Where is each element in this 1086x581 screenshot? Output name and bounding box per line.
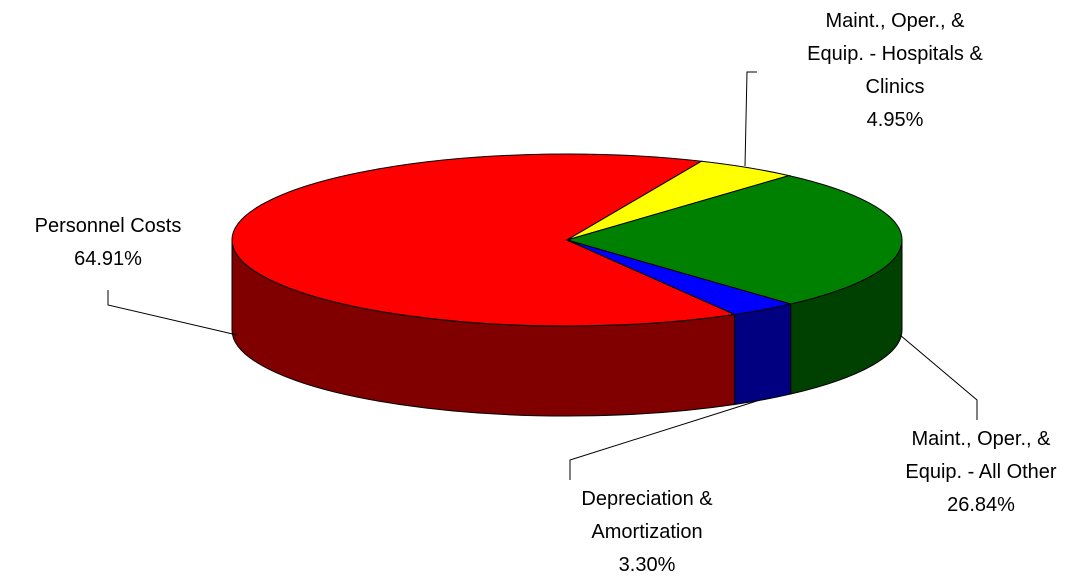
slice-side <box>734 303 792 406</box>
category-label: Maint., Oper., & Equip. - All Other <box>905 428 1057 483</box>
leader-line <box>899 334 978 420</box>
value-label: 3.30% <box>618 554 676 576</box>
category-label: Depreciation & Amortization <box>581 488 713 543</box>
slice-label: Maint., Oper., & Equip. - All Other 26.84… <box>886 423 1076 522</box>
value-label: 4.95% <box>866 109 924 131</box>
value-label: 64.91% <box>74 248 142 270</box>
value-label: 26.84% <box>947 494 1015 516</box>
category-label: Maint., Oper., & Equip. - Hospitals & Cl… <box>807 10 983 98</box>
category-label: Personnel Costs <box>34 215 182 237</box>
slice-label: Personnel Costs 64.91% <box>0 210 218 276</box>
leader-line <box>744 71 757 167</box>
slice-label: Depreciation & Amortization 3.30% <box>557 483 737 581</box>
leader-line <box>107 290 238 336</box>
slice <box>565 175 903 305</box>
slice-label: Maint., Oper., & Equip. - Hospitals & Cl… <box>795 5 995 137</box>
slice <box>231 153 737 327</box>
slice <box>566 239 791 315</box>
leader-line <box>569 399 761 480</box>
